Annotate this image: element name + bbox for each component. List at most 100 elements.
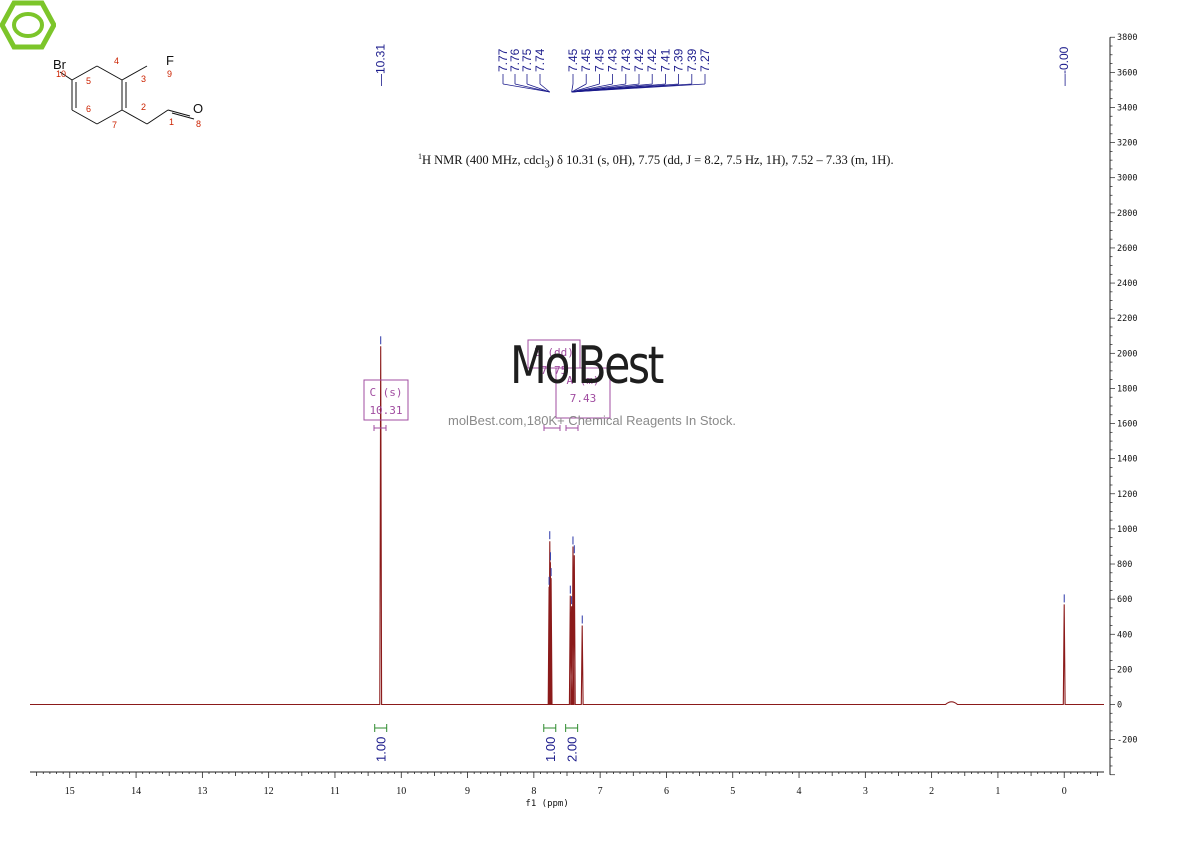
caption-text: H NMR (400 MHz, cdcl xyxy=(422,153,545,168)
multiplet-box xyxy=(527,339,581,369)
nmr-caption: 1H NMR (400 MHz, cdcl3) δ 10.31 (s, 0H),… xyxy=(418,152,894,171)
molecule-bond xyxy=(71,65,98,81)
y-tick-label: 2400 xyxy=(1117,279,1137,289)
molecule-bond xyxy=(96,65,123,81)
integrals-group: 1.00 1.00 2.00 xyxy=(374,724,580,762)
x-tick-label: 5 xyxy=(730,786,735,797)
y-tick-label: 3600 xyxy=(1117,68,1137,78)
y-tick-label: 2600 xyxy=(1117,244,1137,254)
y-tick-label: 1400 xyxy=(1117,455,1137,465)
molecule-bond xyxy=(59,71,73,81)
x-tick-label: 14 xyxy=(131,786,141,797)
peak-label: 7.42 xyxy=(632,48,646,72)
peak-label: 7.45 xyxy=(566,48,580,72)
multiplet-shift: 7.75 xyxy=(541,364,568,377)
x-tick-label: 12 xyxy=(264,786,274,797)
y-tick-label: 200 xyxy=(1117,665,1132,675)
molecule-bond xyxy=(96,109,123,125)
y-tick-label: 2000 xyxy=(1117,349,1137,359)
y-tick-label: 1200 xyxy=(1117,490,1137,500)
y-tick-label: 400 xyxy=(1117,630,1132,640)
peak-label: 7.41 xyxy=(658,48,672,72)
peak-label-leader xyxy=(502,74,550,93)
atom-number: 1 xyxy=(169,117,174,127)
atom-label: O xyxy=(193,101,203,116)
multiplet-range xyxy=(373,425,387,431)
peak-label: 7.39 xyxy=(685,48,699,72)
x-tick-label: 3 xyxy=(863,786,868,797)
molecule-bond xyxy=(121,65,148,81)
peak-label: 7.45 xyxy=(592,48,606,72)
molecule-bond xyxy=(171,112,195,120)
x-tick-label: 0 xyxy=(1062,786,1067,797)
y-tick-label: 2800 xyxy=(1117,209,1137,219)
x-tick-label: 13 xyxy=(197,786,207,797)
x-tick-label: 1 xyxy=(995,786,1000,797)
multiplet-box xyxy=(363,379,409,421)
atom-number: 9 xyxy=(167,69,172,79)
y-tick-label: 800 xyxy=(1117,560,1132,570)
molecule-bond xyxy=(167,109,191,117)
y-tick-label: 2200 xyxy=(1117,314,1137,324)
y-tick-label: 3200 xyxy=(1117,139,1137,149)
y-tick-label: 1600 xyxy=(1117,420,1137,430)
peak-label: —-0.00 xyxy=(1057,46,1071,86)
caption-subscript: 3 xyxy=(544,159,550,171)
peak-label: 7.42 xyxy=(645,48,659,72)
peak-label: 7.75 xyxy=(520,48,534,72)
molecule-bond xyxy=(71,109,98,125)
watermark-brand: MolBest xyxy=(510,336,664,396)
molecule-bond xyxy=(146,109,169,125)
y-tick-label: 3800 xyxy=(1117,33,1137,43)
spectrum-line xyxy=(30,346,1104,706)
peak-label: —10.31 xyxy=(374,44,388,86)
peak-label-leader xyxy=(514,74,550,93)
integral-bracket xyxy=(374,724,388,732)
atom-number: 3 xyxy=(141,74,146,84)
atom-label: F xyxy=(166,53,174,68)
integral-bracket xyxy=(543,724,557,732)
x-tick-label: 6 xyxy=(664,786,669,797)
multiplet-shift: 10.31 xyxy=(369,404,402,417)
atom-number: 7 xyxy=(112,120,117,130)
peak-label-leader xyxy=(539,74,551,93)
peak-label: 7.27 xyxy=(698,48,712,72)
multiplet-range xyxy=(543,425,561,431)
multiplet-range xyxy=(565,425,579,431)
integral-value: 1.00 xyxy=(543,737,558,762)
peak-label-leader xyxy=(571,74,574,93)
integral-bracket xyxy=(565,724,579,732)
atom-number: 8 xyxy=(196,119,201,129)
peak-label-leader xyxy=(571,74,706,93)
peak-label-leader xyxy=(571,74,600,93)
y-tick-label: 600 xyxy=(1117,595,1132,605)
x-tick-label: 4 xyxy=(797,786,802,797)
integral-value: 1.00 xyxy=(374,737,389,762)
peak-label: 7.43 xyxy=(619,48,633,72)
y-tick-label: 1000 xyxy=(1117,525,1137,535)
atom-number: 6 xyxy=(86,104,91,114)
peak-label: 7.76 xyxy=(508,48,522,72)
atom-label: Br xyxy=(53,57,67,72)
x-tick-label: 7 xyxy=(598,786,603,797)
x-tick-label: 11 xyxy=(330,786,340,797)
caption-superscript: 1 xyxy=(418,152,422,161)
y-tick-label: 1800 xyxy=(1117,384,1137,394)
peak-label-leader xyxy=(526,74,550,93)
molecule-bond xyxy=(121,109,148,125)
peak-label: 7.39 xyxy=(672,48,686,72)
atom-number: 5 xyxy=(86,76,91,86)
peak-label-leader xyxy=(571,74,587,93)
x-tick-label: 15 xyxy=(65,786,75,797)
molecule-structure: Br F O 1 2 3 4 5 6 7 8 9 10 xyxy=(53,53,203,130)
x-tick-label: 9 xyxy=(465,786,470,797)
integral-value: 2.00 xyxy=(565,737,580,762)
multiplet-letter: A (m) xyxy=(566,374,599,387)
spectrum-group xyxy=(30,336,1104,706)
atom-number: 10 xyxy=(56,69,66,79)
molbest-logo-icon xyxy=(0,0,56,50)
peak-label: 7.45 xyxy=(579,48,593,72)
peak-labels-group: —10.31 7.777.767.75 7.74 7.45 7.45 7.45 7.43 7.… xyxy=(374,44,1071,93)
axes-group: 15 14 13 12 11 10 9 8 7 6 5 4 3 2 1 0f1 (ppm)3800360034… xyxy=(30,33,1137,809)
